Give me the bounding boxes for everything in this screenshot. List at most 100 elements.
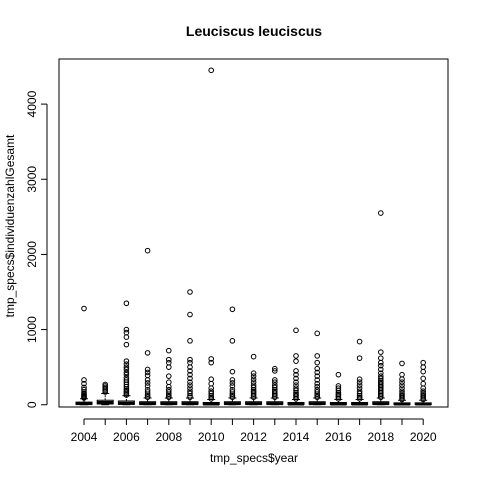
- outlier-point: [378, 359, 384, 366]
- outlier-point: [144, 389, 151, 395]
- outlier-point: [144, 380, 151, 386]
- x-tick-label: 2012: [240, 430, 267, 444]
- y-tick-label: 2000: [25, 241, 39, 268]
- outlier-point: [208, 380, 214, 387]
- outlier-point: [229, 338, 236, 344]
- outlier-point: [420, 359, 427, 366]
- outlier-point: [314, 389, 321, 395]
- y-tick-label: 1000: [25, 316, 39, 343]
- outlier-point: [314, 330, 321, 337]
- outlier-point: [399, 385, 405, 392]
- outlier-point: [399, 390, 405, 397]
- x-tick-label: 2006: [113, 430, 140, 444]
- outlier-point: [250, 379, 257, 385]
- outlier-point: [166, 386, 172, 393]
- box-2012: [245, 353, 263, 406]
- box-2005: [96, 381, 114, 406]
- outlier-point: [420, 388, 427, 395]
- outlier-point: [420, 385, 427, 392]
- outlier-point: [166, 364, 172, 370]
- outlier-point: [123, 300, 130, 307]
- outlier-point: [399, 379, 405, 385]
- y-axis-label: tmp_specs$individuenzahlGesamt: [3, 134, 17, 317]
- outlier-point: [187, 388, 193, 395]
- outlier-point: [272, 379, 278, 385]
- box-2004: [75, 305, 93, 406]
- outlier-point: [81, 305, 87, 312]
- outlier-point: [356, 385, 363, 392]
- x-tick-label: 2014: [283, 430, 310, 444]
- outlier-point: [272, 365, 278, 372]
- outlier-point: [187, 375, 193, 382]
- outlier-point: [250, 382, 257, 389]
- outlier-point: [166, 359, 172, 366]
- outlier-point: [314, 369, 321, 376]
- outlier-point: [208, 359, 214, 366]
- outlier-point: [378, 373, 384, 379]
- outlier-point: [272, 382, 278, 389]
- outlier-point: [399, 360, 405, 367]
- outlier-point: [123, 377, 130, 383]
- outlier-point: [335, 371, 342, 378]
- outlier-point: [123, 361, 130, 367]
- x-axis: 2004 2006 2008 2010 2012 2014 2016 2018 2020: [71, 418, 437, 444]
- outlier-point: [314, 383, 321, 390]
- outlier-point: [187, 311, 193, 318]
- box-2014: [287, 327, 305, 406]
- outlier-point: [378, 375, 384, 382]
- outlier-point: [81, 384, 87, 391]
- outlier-point: [187, 385, 193, 392]
- outlier-point: [166, 356, 172, 363]
- outlier-point: [229, 368, 236, 375]
- box-2016: [329, 371, 347, 406]
- outlier-point: [293, 353, 299, 359]
- outlier-point: [420, 375, 427, 382]
- box-2015: [308, 330, 326, 406]
- outlier-point: [144, 372, 151, 379]
- outlier-point: [314, 365, 321, 372]
- x-tick-label: 2016: [325, 430, 352, 444]
- outlier-point: [293, 368, 299, 374]
- outlier-point: [123, 334, 130, 340]
- outlier-point: [250, 370, 257, 376]
- outlier-point: [293, 371, 299, 378]
- outlier-point: [378, 362, 384, 369]
- outlier-point: [123, 369, 130, 376]
- outlier-point: [314, 373, 321, 379]
- box-2017: [351, 338, 369, 406]
- box-2009: [181, 289, 199, 406]
- outlier-point: [399, 376, 405, 382]
- outlier-point: [166, 379, 172, 385]
- outlier-point: [123, 366, 130, 373]
- outlier-point: [166, 347, 172, 354]
- outlier-point: [123, 364, 130, 370]
- outlier-point: [314, 380, 321, 387]
- outlier-point: [420, 380, 427, 387]
- outlier-point: [208, 385, 214, 392]
- outlier-point: [81, 380, 87, 387]
- outlier-point: [123, 374, 130, 381]
- outlier-point: [250, 384, 257, 391]
- outlier-point: [166, 389, 172, 395]
- outlier-point: [81, 377, 87, 383]
- outlier-point: [187, 371, 193, 378]
- outlier-point: [250, 353, 257, 360]
- outlier-point: [378, 355, 384, 361]
- outlier-point: [356, 390, 363, 397]
- outlier-point: [314, 353, 321, 359]
- outlier-point: [187, 289, 193, 295]
- outlier-point: [144, 383, 151, 389]
- outlier-point: [293, 379, 299, 385]
- outlier-point: [314, 386, 321, 393]
- outlier-point: [229, 389, 236, 395]
- x-tick-label: 2008: [155, 430, 182, 444]
- outlier-point: [420, 364, 427, 370]
- outlier-point: [272, 377, 278, 383]
- outlier-point: [399, 382, 405, 389]
- outlier-point: [123, 341, 130, 348]
- outlier-point: [420, 368, 427, 375]
- outlier-point: [356, 338, 363, 345]
- outlier-point: [272, 368, 278, 374]
- y-tick-label: 0: [25, 401, 39, 408]
- box-2013: [266, 365, 284, 406]
